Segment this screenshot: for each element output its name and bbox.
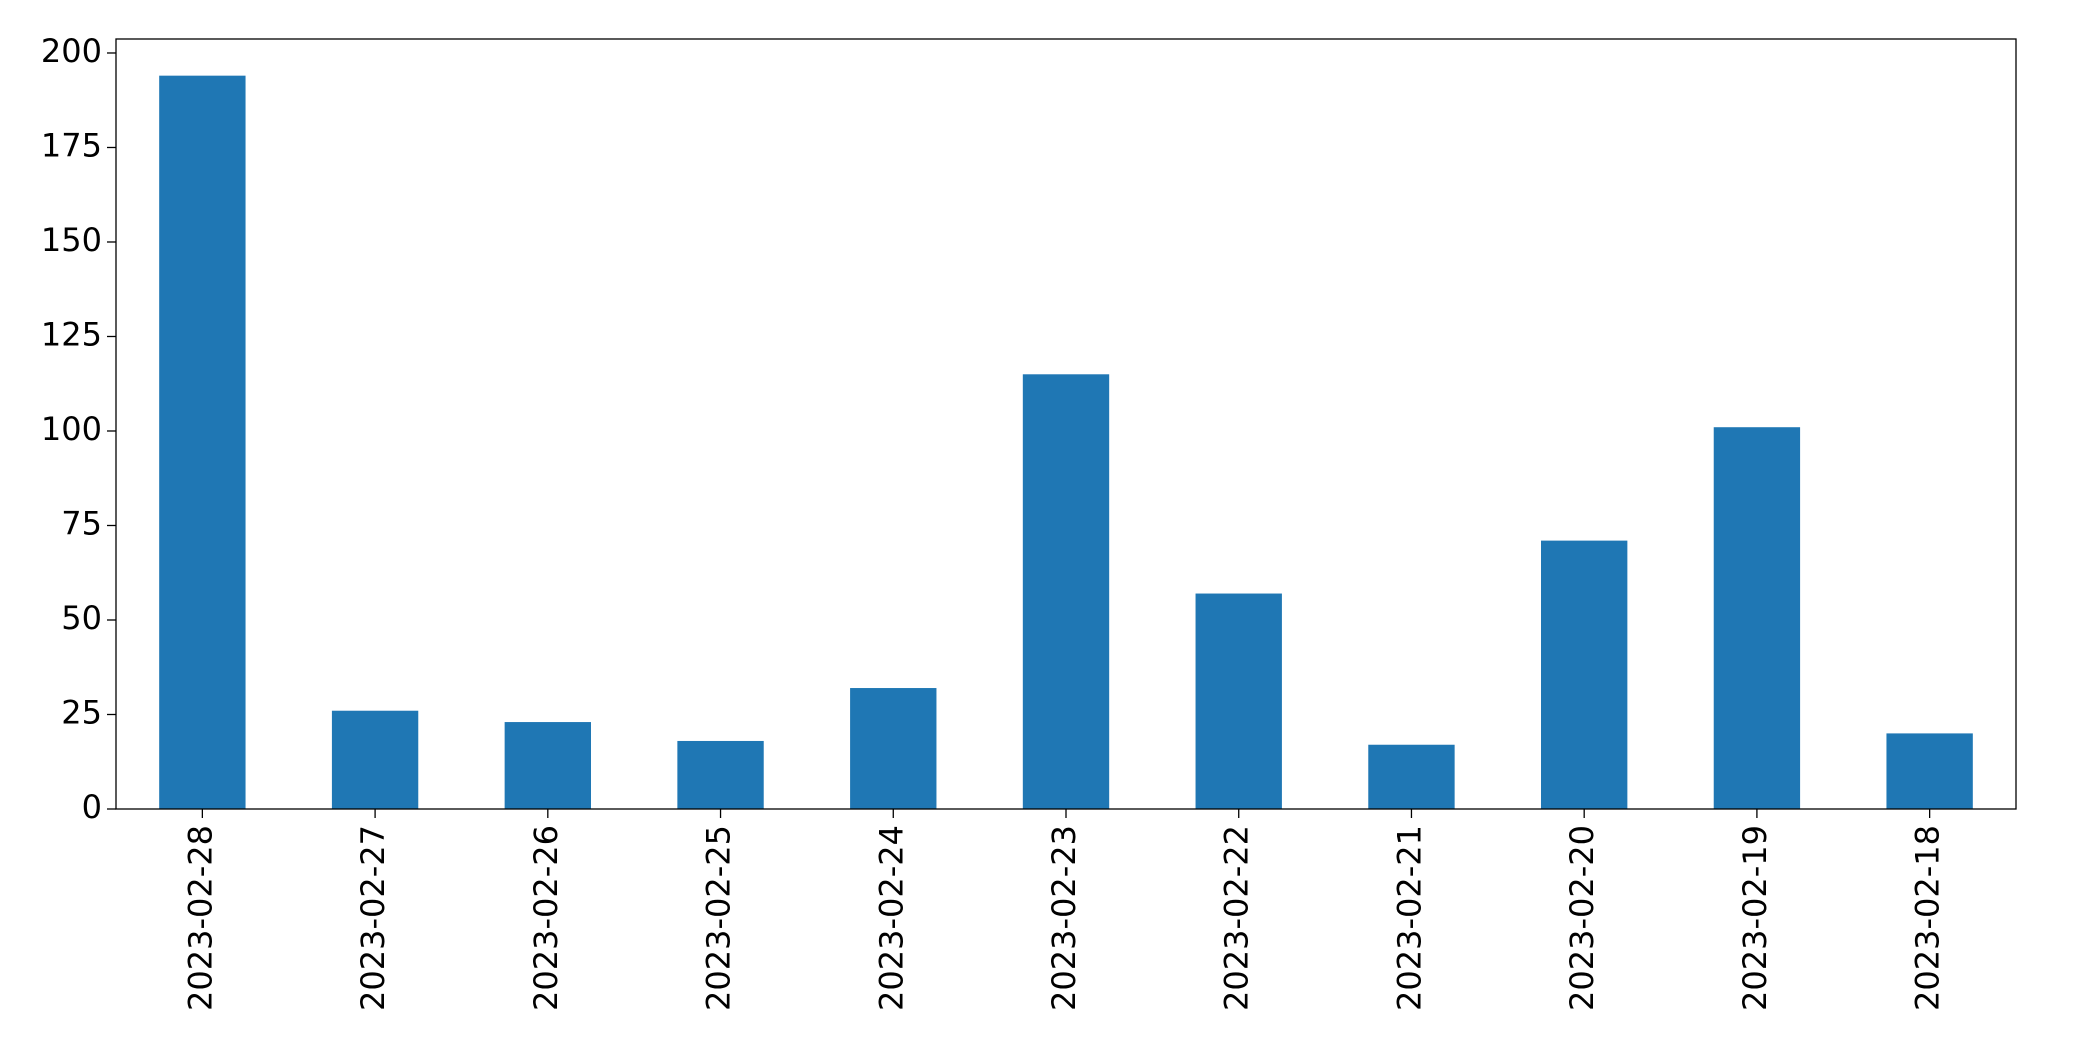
y-tick-label: 100 <box>41 410 102 448</box>
bar <box>1368 744 1455 809</box>
x-tick-label: 2023-02-26 <box>527 825 565 1011</box>
y-tick-label: 25 <box>61 693 102 731</box>
y-tick-label: 175 <box>41 126 102 164</box>
y-tick-label: 200 <box>41 32 102 70</box>
bar <box>159 75 246 809</box>
bar <box>331 710 419 809</box>
bar <box>677 740 764 809</box>
x-tick-label: 2023-02-20 <box>1563 825 1601 1011</box>
bar <box>850 688 937 809</box>
bar <box>504 722 591 809</box>
bar <box>1541 540 1628 809</box>
y-tick-label: 0 <box>82 788 102 826</box>
x-tick-label: 2023-02-24 <box>872 825 910 1011</box>
x-tick-label: 2023-02-18 <box>1909 825 1947 1011</box>
y-tick-label: 75 <box>61 504 102 542</box>
x-tick-label: 2023-02-23 <box>1045 825 1083 1011</box>
bar <box>1886 733 1973 809</box>
bar <box>1022 374 1110 809</box>
x-tick-label: 2023-02-25 <box>700 825 738 1011</box>
y-tick-label: 50 <box>61 599 102 637</box>
plot-frame <box>115 38 2017 810</box>
bar <box>1195 593 1282 809</box>
y-tick-label: 150 <box>41 221 102 259</box>
x-tick-label: 2023-02-22 <box>1218 825 1256 1011</box>
x-tick-label: 2023-02-27 <box>354 825 392 1011</box>
x-tick-label: 2023-02-19 <box>1736 825 1774 1011</box>
bar <box>1713 427 1801 809</box>
x-tick-label: 2023-02-28 <box>181 825 219 1011</box>
y-tick-label: 125 <box>41 315 102 353</box>
x-tick-label: 2023-02-21 <box>1390 825 1428 1011</box>
